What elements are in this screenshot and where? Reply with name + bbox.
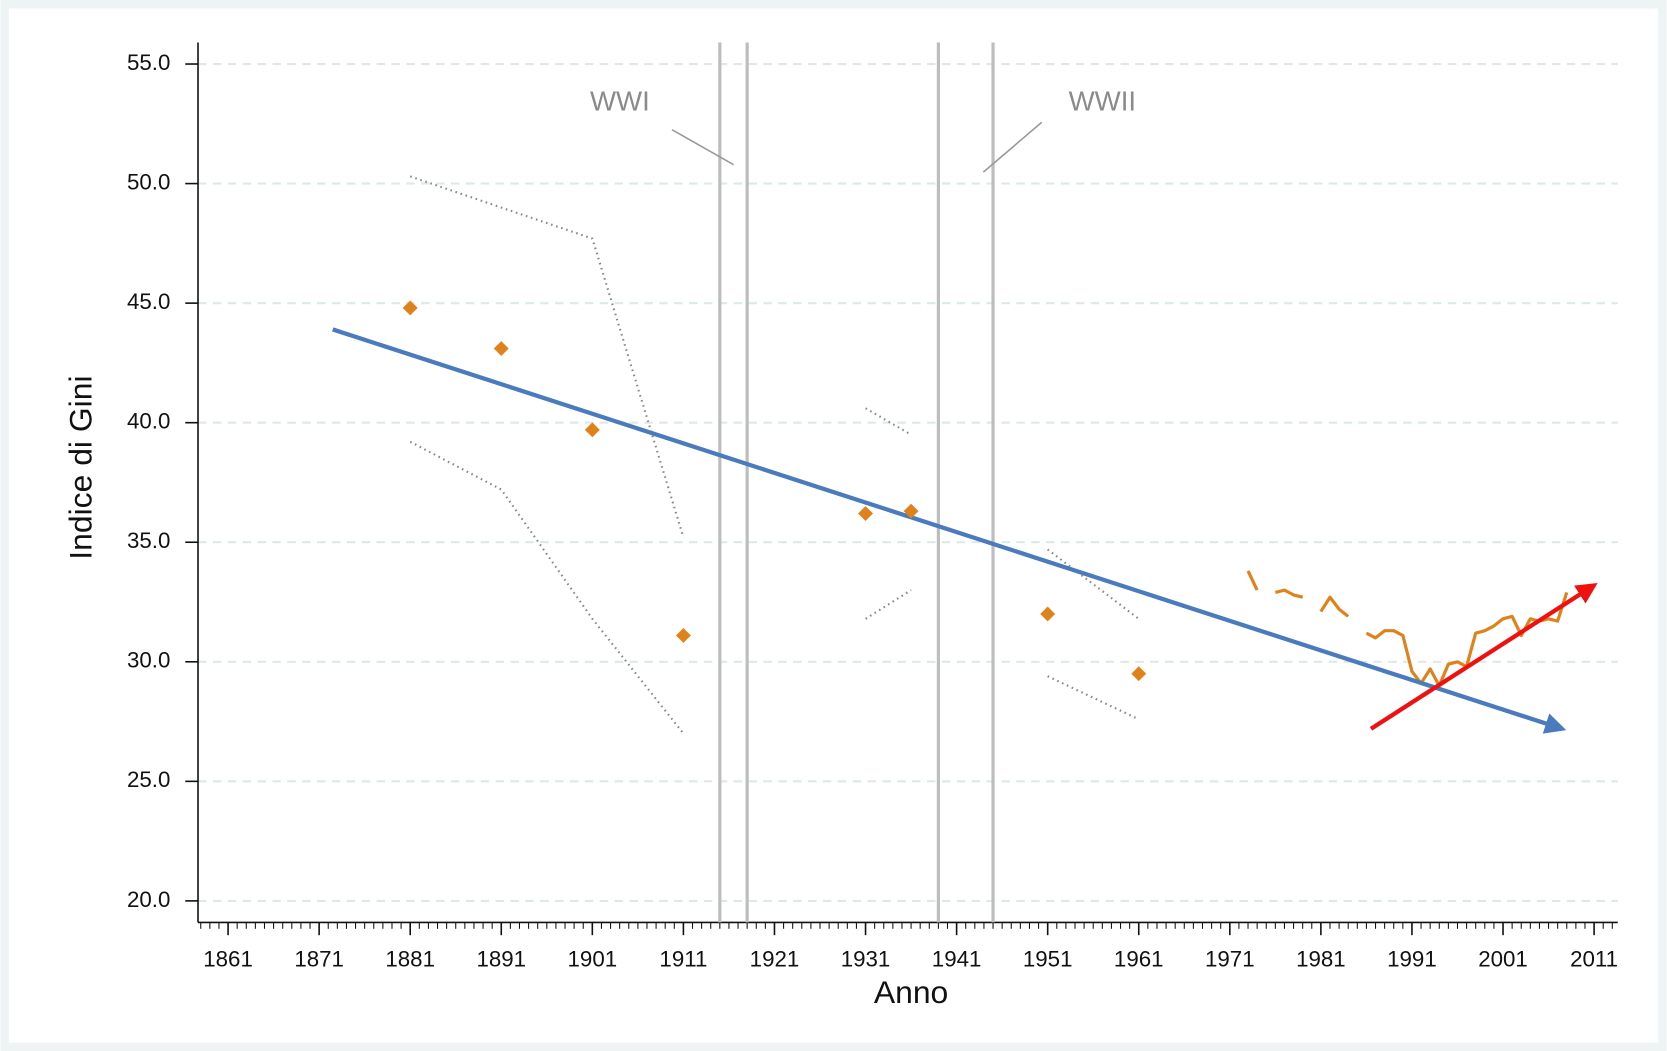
y-tick-label: 40.0 [127, 409, 170, 434]
ci-lower [409, 440, 1140, 735]
x-tick-label: 1951 [1023, 947, 1073, 972]
x-tick-label: 1891 [476, 947, 526, 972]
plot-background [8, 8, 1659, 1043]
y-tick-label: 35.0 [127, 528, 170, 553]
point [402, 300, 418, 316]
series-line [1246, 570, 1569, 688]
x-tick-label: 2011 [1570, 947, 1618, 972]
y-tick-label: 25.0 [127, 767, 170, 792]
point [584, 422, 600, 438]
x-tick-label: 1991 [1387, 947, 1437, 972]
y-axis-label: Indice di Gini [63, 375, 99, 559]
y-tick-label: 50.0 [127, 169, 170, 194]
point [903, 503, 919, 519]
annotation: WWII [1069, 85, 1136, 116]
x-tick-label: 1921 [750, 947, 800, 972]
point [858, 506, 873, 521]
x-tick-label: 1911 [659, 947, 707, 972]
x-tick-label: 1961 [1114, 947, 1164, 972]
ci-upper [409, 175, 1140, 620]
point [493, 341, 509, 357]
point [675, 628, 691, 643]
y-tick-label: 20.0 [127, 887, 170, 912]
annotation-leader [671, 128, 735, 166]
x-tick-label: 1971 [1205, 947, 1255, 972]
point [1131, 666, 1147, 682]
x-axis-label: Anno [874, 974, 948, 1010]
y-tick-label: 30.0 [127, 648, 170, 673]
y-tick-label: 55.0 [127, 50, 170, 75]
x-tick-label: 1861 [203, 947, 253, 972]
point [1040, 606, 1056, 622]
x-tick-label: 1941 [932, 947, 982, 972]
x-tick-label: 1981 [1296, 947, 1346, 972]
x-tick-label: 1931 [841, 947, 891, 972]
x-tick-label: 1871 [294, 947, 344, 972]
x-tick-label: 1881 [385, 947, 435, 972]
trend-recent-arrow [1369, 583, 1598, 731]
annotation: WWI [590, 85, 650, 116]
trend-arrow [332, 327, 1567, 734]
y-tick-label: 45.0 [127, 289, 170, 314]
x-tick-label: 1901 [568, 947, 618, 972]
annotation-leader [982, 121, 1043, 173]
x-tick-label: 2001 [1478, 947, 1528, 972]
